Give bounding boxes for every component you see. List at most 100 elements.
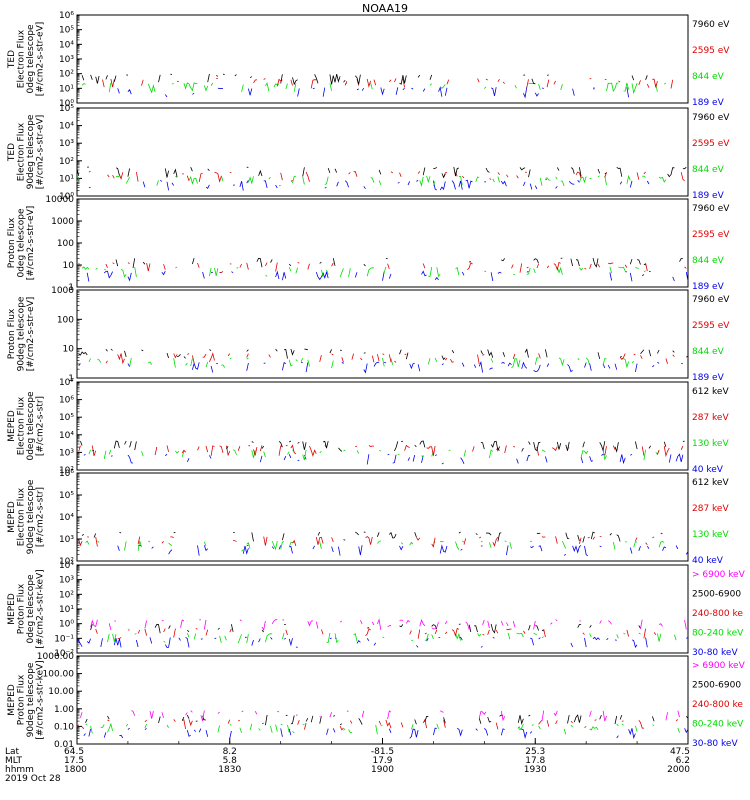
panel-frame [76, 107, 689, 197]
x-lat-label: 8.2 [223, 747, 237, 757]
x-mlt-label: 6.2 [676, 756, 690, 766]
y-tick-label: 10³ [59, 448, 74, 458]
y-tick-label: 10⁴ [59, 122, 74, 132]
y-tick-label: 100 [57, 315, 74, 325]
legend-entry: 240-800 ke [692, 700, 743, 710]
y-tick-label: 10⁵ [59, 413, 74, 423]
legend-entry: 2595 eV [692, 46, 730, 56]
legend-entry: 612 keV [692, 478, 729, 488]
series-trace [90, 618, 687, 632]
y-tick-label: 10 [63, 261, 75, 271]
y-tick-label: 10¹ [59, 605, 74, 615]
y-axis-label: MEPED [7, 684, 17, 716]
y-tick-label: 10⁶ [59, 469, 74, 479]
legend-entry: 40 keV [692, 465, 724, 475]
y-axis-label: Electron Flux [17, 29, 27, 88]
series-trace [83, 453, 684, 465]
panel-7: 10⁻² 10⁻¹ 10⁰ 10¹ 10² 10³ 10⁴ MEPED Proton Flux 0… [7, 561, 746, 659]
legend-entry: 287 keV [692, 504, 729, 514]
x-time-label: 1930 [524, 765, 547, 775]
y-tick-label: 10¹ [59, 174, 74, 184]
legend-entry: > 6900 keV [692, 661, 746, 671]
legend-entry: 40 keV [692, 556, 724, 566]
y-axis-label: 90deg telescope [26, 662, 36, 737]
x-mlt-label: 5.8 [223, 756, 238, 766]
y-tick-label: 10000 [45, 195, 74, 205]
y-tick-label: 100 [57, 239, 74, 249]
legend-entry: 612 keV [692, 387, 729, 397]
series-trace [78, 348, 689, 361]
y-axis-label: 90deg telescope [26, 479, 36, 554]
legend-entry: 844 eV [692, 165, 725, 175]
legend-entry: 287 keV [692, 413, 729, 423]
x-time-label: 1900 [371, 765, 394, 775]
y-tick-label: 10² [59, 557, 74, 567]
legend-entry: 30-80 keV [692, 739, 738, 749]
y-tick-label: 1 [68, 283, 74, 293]
series-trace [80, 710, 680, 722]
y-tick-label: 10⁻¹ [54, 634, 74, 644]
series-trace [117, 544, 689, 557]
y-tick-label: 10³ [59, 535, 74, 545]
y-tick-label: 100.00 [43, 670, 75, 680]
y-axis-label: [#/cm2-s-str-eV] [26, 206, 36, 281]
series-trace [78, 360, 683, 374]
legend-entry: 189 eV [692, 191, 725, 201]
y-tick-label: 10⁴ [59, 513, 74, 523]
x-mlt-label: 17.8 [525, 756, 545, 766]
y-axis-label: Electron Flux [17, 122, 27, 181]
y-axis-label: 90deg telescope [26, 114, 36, 189]
legend-entry: 7960 eV [692, 20, 730, 30]
y-tick-label: 10⁴ [59, 561, 74, 571]
y-tick-label: 10⁷ [59, 378, 74, 388]
legend-entry: 7960 eV [692, 204, 730, 214]
legend-entry: 189 eV [692, 98, 725, 108]
y-axis-label: 90deg telescope [17, 296, 27, 371]
y-axis-label: TED [7, 143, 17, 162]
y-axis-label: [#/cm2-s-str-keV] [36, 569, 46, 648]
legend-entry: 7960 eV [692, 113, 730, 123]
x-lat-label: -81.5 [371, 747, 394, 757]
x-lat-label: 64.5 [64, 747, 84, 757]
legend-entry: > 6900 keV [692, 570, 746, 580]
panel-8: 0.01 0.10 1.00 10.00 100.00 1000.00 MEPED Proto… [7, 652, 746, 750]
panel-2: 10⁰ 10¹ 10² 10³ 10⁴ 10⁵ TED Electron Flux 90deg … [7, 104, 730, 202]
y-axis-label: [#/cm2-s-str-eV] [26, 297, 36, 372]
series-trace [76, 166, 687, 179]
y-tick-label: 1.00 [54, 705, 74, 715]
x-time-label: 1800 [64, 765, 87, 775]
y-axis-label: TED [7, 50, 17, 69]
x-time-label: 1830 [218, 765, 241, 775]
y-axis-label: MEPED [7, 410, 17, 442]
y-tick-label: 0.10 [54, 722, 74, 732]
legend-entry: 240-800 ke [692, 609, 743, 619]
y-tick-label: 10² [59, 466, 74, 476]
legend-entry: 130 keV [692, 530, 729, 540]
y-axis-label: [#/cm2-s-str-eV] [36, 115, 46, 190]
y-axis-label: Proton Flux [7, 217, 17, 268]
y-tick-label: 10³ [59, 139, 74, 149]
y-tick-label: 1000 [51, 286, 74, 296]
panel-1: 10⁰ 10¹ 10² 10³ 10⁴ 10⁵ 10⁶ TED Electron Flux 0de… [7, 11, 730, 109]
x-row-label: MLT [5, 756, 23, 766]
y-tick-label: 1 [68, 374, 74, 384]
panel-4: 1 10 100 1000 Proton Flux 90deg telescope [#/c… [7, 286, 730, 384]
legend-entry: 844 eV [692, 256, 725, 266]
legend-entry: 80-240 keV [692, 720, 744, 730]
y-axis-label: 0deg telescope [26, 574, 36, 644]
y-axis-label: Electron Flux [17, 396, 27, 455]
legend-entry: 80-240 keV [692, 629, 744, 639]
legend-entry: 2595 eV [692, 230, 730, 240]
legend-entry: 30-80 keV [692, 648, 738, 658]
panel-6: 10² 10³ 10⁴ 10⁵ 10⁶ MEPED Electron Flux 90deg t… [7, 469, 729, 567]
legend-entry: 2500-6900 [692, 590, 741, 600]
series-trace [76, 636, 689, 649]
y-tick-label: 10² [59, 70, 74, 80]
x-mlt-label: 17.5 [64, 756, 84, 766]
y-tick-label: 10⁶ [59, 396, 74, 406]
y-tick-label: 10⁵ [59, 104, 74, 114]
legend-entry: 2500-6900 [692, 681, 741, 691]
y-tick-label: 0.01 [54, 740, 74, 750]
y-tick-label: 10³ [59, 55, 74, 65]
